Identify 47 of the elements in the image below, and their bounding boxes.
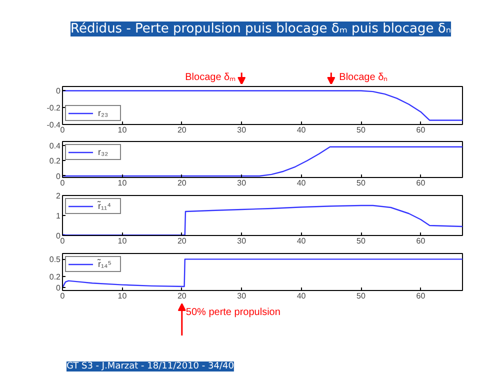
x-tick-label: 60 (416, 178, 426, 188)
y-tick-label: 1 (56, 212, 62, 220)
x-tick-label: 20 (177, 178, 187, 188)
x-tick-label: 10 (118, 126, 128, 134)
annotation: Blocage δₘ (185, 72, 236, 83)
y-tick-label: 0.5 (49, 255, 62, 264)
legend-label: r̃₁₄⁵ (98, 259, 112, 269)
x-tick-label: 40 (296, 126, 306, 134)
y-tick-label: 0.2 (49, 156, 62, 166)
x-tick-label: 50 (356, 292, 366, 300)
annotation: Blocage δₙ (339, 72, 388, 83)
y-tick-label: 0.2 (49, 272, 62, 282)
y-tick-label: 0 (56, 284, 62, 293)
text: GT S3 - J.Marzat - 18/11/2010 - 34/40 (66, 362, 234, 372)
chart-title: Rédidus - Perte propulsion puis blocage δₘ puis blocage δₙ (70, 22, 452, 36)
line-series (62, 146, 462, 177)
x-tick-label: 20 (177, 236, 187, 246)
x-tick-label: 10 (118, 236, 128, 246)
x-tick-label: 20 (177, 292, 187, 300)
x-tick-label: 60 (416, 236, 426, 246)
y-tick-label: -0.4 (46, 120, 62, 130)
line-series (62, 90, 462, 121)
line-series (62, 258, 462, 288)
x-tick-label: 30 (237, 126, 247, 134)
x-tick-label: 40 (296, 178, 306, 188)
x-tick-label: 50 (356, 178, 366, 188)
x-tick-label: 40 (296, 236, 306, 246)
x-tick-label: 50 (356, 236, 366, 246)
annotation: 50% perte propulsion (186, 306, 280, 318)
text: r̃₁₁⁴ (98, 201, 112, 211)
text: r₃₂ (98, 147, 110, 157)
x-tick-label: 20 (177, 126, 187, 134)
y-tick-label: 0 (56, 172, 62, 181)
x-tick-label: 60 (416, 292, 426, 300)
x-tick-label: 10 (118, 292, 128, 300)
y-tick-label: 2 (56, 192, 62, 200)
x-tick-label: 40 (296, 292, 306, 300)
x-tick-label: 30 (237, 178, 247, 188)
x-tick-label: 60 (416, 126, 426, 134)
x-tick-label: 10 (118, 178, 128, 188)
x-tick-label: 30 (237, 292, 247, 300)
x-tick-label: 30 (237, 236, 247, 246)
y-tick-label: 0.4 (49, 141, 62, 150)
y-tick-label: -0.2 (46, 104, 62, 113)
legend-label: r₂₃ (98, 108, 110, 118)
y-tick-label: 0 (56, 86, 62, 96)
x-tick-label: 50 (356, 126, 366, 134)
